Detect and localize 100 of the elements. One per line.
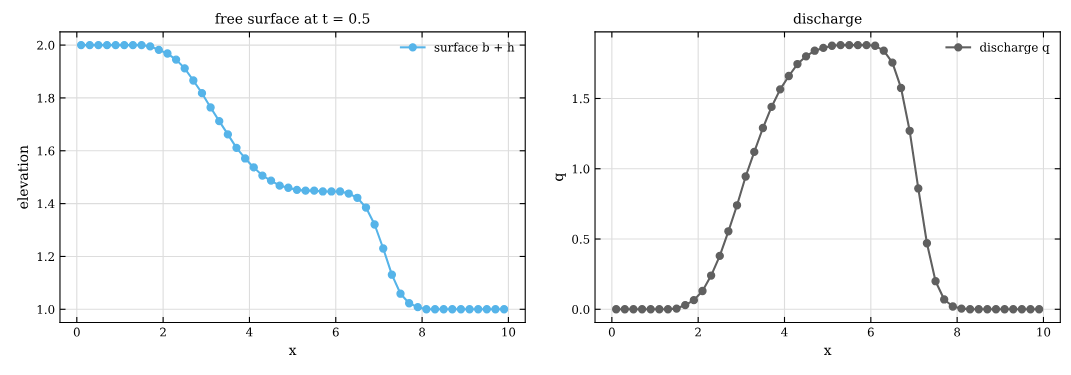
point (318, 187, 327, 196)
point (223, 130, 233, 139)
point (379, 244, 388, 253)
point (637, 305, 647, 314)
point (146, 42, 155, 51)
x-axis-title: x (288, 347, 297, 355)
point (655, 305, 664, 314)
point (810, 46, 819, 55)
point (896, 83, 906, 93)
point (1034, 305, 1044, 314)
point (758, 123, 768, 133)
point (620, 305, 629, 314)
x-tick-label: 6 (867, 327, 874, 337)
point (845, 40, 854, 50)
point (154, 45, 163, 55)
point (862, 40, 871, 50)
point (767, 102, 776, 112)
point (344, 189, 353, 198)
point (292, 185, 302, 195)
x-tick-label: 4 (781, 327, 788, 337)
point (689, 295, 699, 305)
point (137, 40, 146, 50)
point (888, 58, 897, 67)
point (612, 305, 621, 314)
point (189, 76, 198, 85)
point (180, 64, 189, 73)
point (275, 181, 284, 190)
x-tick-label: 10 (1037, 327, 1051, 337)
point (197, 89, 207, 98)
point (102, 40, 112, 50)
point (387, 270, 397, 279)
point (776, 85, 785, 94)
point (1026, 305, 1035, 314)
point (1000, 305, 1009, 314)
x-tick-label: 4 (246, 327, 253, 337)
point (957, 304, 966, 313)
point (991, 305, 1001, 314)
chart-title: free surface at t = 0.5 (215, 12, 370, 24)
y-tick-label: 1.8 (37, 93, 55, 103)
point (750, 147, 759, 157)
point (120, 40, 129, 50)
y-axis-title: elevation (17, 145, 29, 209)
y-tick-label: 1.0 (37, 305, 55, 314)
point (801, 52, 811, 61)
point (879, 46, 888, 55)
point (301, 186, 310, 195)
point (215, 117, 224, 126)
point (310, 186, 319, 195)
y-tick-label: 1.6 (37, 146, 55, 156)
point (448, 305, 457, 314)
point (353, 193, 362, 202)
point (171, 55, 181, 64)
point (827, 41, 837, 50)
point (249, 163, 258, 172)
point (76, 40, 86, 50)
point (327, 187, 336, 196)
point (128, 40, 138, 50)
point (672, 304, 681, 313)
point (232, 143, 241, 153)
point (1009, 305, 1018, 314)
y-tick-label: 1.2 (37, 252, 54, 262)
point (715, 251, 724, 261)
x-tick-label: 6 (332, 327, 339, 337)
point (853, 40, 863, 50)
point (663, 305, 673, 314)
x-tick-label: 8 (419, 327, 426, 337)
point (1017, 305, 1027, 314)
point (422, 305, 431, 314)
y-tick-label: 0.0 (572, 305, 590, 314)
y-tick-label: 1.5 (572, 94, 590, 104)
point (681, 300, 690, 310)
point (741, 172, 750, 181)
y-axis-title: q (555, 173, 566, 181)
point (439, 305, 448, 314)
x-tick-label: 8 (954, 327, 961, 337)
point (335, 187, 345, 196)
point (430, 305, 440, 314)
point (491, 305, 500, 314)
point (646, 305, 655, 314)
x-tick-label: 0 (608, 327, 615, 337)
point (931, 277, 940, 286)
chart-title: discharge (793, 12, 862, 27)
legend-label: discharge q (980, 42, 1050, 55)
point (240, 154, 250, 163)
point (85, 40, 94, 50)
point (940, 295, 949, 304)
point (284, 183, 293, 192)
point (836, 40, 845, 50)
x-axis-title: x (823, 347, 832, 355)
point (819, 43, 828, 53)
point (793, 59, 802, 69)
point (396, 289, 405, 298)
legend-label: surface b + h (434, 42, 515, 52)
point (948, 302, 957, 311)
point (206, 103, 215, 112)
point (724, 227, 733, 236)
x-tick-label: 2 (695, 327, 701, 337)
point (732, 201, 742, 210)
point (922, 239, 932, 248)
point (413, 303, 422, 312)
